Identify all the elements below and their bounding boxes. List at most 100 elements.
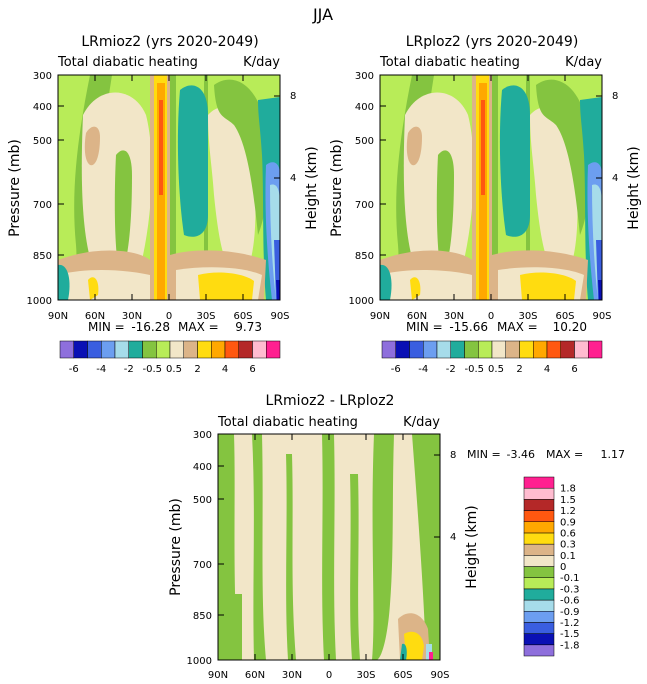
stats: MIN = -16.28 MAX = 9.73 bbox=[88, 320, 262, 334]
max-label: MAX = bbox=[546, 448, 583, 461]
colorbar-label: 0 bbox=[560, 562, 566, 573]
colorbar-swatch bbox=[395, 340, 410, 359]
y-right-axis-label: Height (km) bbox=[464, 505, 480, 588]
min-label: MIN = bbox=[406, 320, 443, 334]
colorbar-swatch bbox=[169, 340, 184, 359]
colorbar-swatch bbox=[450, 340, 465, 359]
x-tick-label: 90N bbox=[370, 311, 390, 322]
y-tick-label: 850 bbox=[193, 611, 212, 622]
figure-title: JJA bbox=[312, 5, 333, 24]
colorbar-label: -0.3 bbox=[560, 584, 580, 595]
x-ticks: 90N 60N 30N 0 30S 60S 90S bbox=[370, 75, 612, 322]
x-tick-label: 30S bbox=[518, 311, 537, 322]
x-tick-label: 30S bbox=[196, 311, 215, 322]
colorbar-swatch bbox=[588, 340, 603, 359]
x-tick-label: 90S bbox=[270, 311, 289, 322]
colorbar-swatch bbox=[523, 510, 555, 522]
y-tick-label: 400 bbox=[355, 102, 374, 113]
colorbar-swatch bbox=[464, 340, 479, 359]
colorbar-swatch bbox=[523, 622, 555, 634]
y-right-tick-label: 8 bbox=[450, 450, 456, 461]
colorbar-swatch bbox=[523, 476, 555, 489]
x-tick-label: 30N bbox=[122, 311, 142, 322]
panel-title: LRploz2 (yrs 2020-2049) bbox=[406, 34, 579, 50]
colorbar-label: 0.6 bbox=[560, 528, 576, 539]
colorbar-swatch bbox=[436, 340, 451, 359]
y-tick-label: 1000 bbox=[27, 296, 52, 307]
colorbar-label: -6 bbox=[391, 364, 401, 375]
colorbar-swatch bbox=[114, 340, 129, 359]
y-ticks: 300 400 500 700 850 1000 8 4 bbox=[187, 430, 457, 667]
colorbar-swatch bbox=[423, 340, 438, 359]
colorbar-label: -0.6 bbox=[560, 596, 580, 607]
colorbar-swatch bbox=[523, 588, 555, 601]
y-right-tick-label: 4 bbox=[612, 173, 618, 184]
y-right-tick-label: 8 bbox=[290, 91, 296, 102]
min-label: MIN = bbox=[467, 448, 501, 461]
x-tick-label: 60S bbox=[555, 311, 574, 322]
colorbar-label: -1.5 bbox=[560, 629, 580, 640]
x-tick-label: 60N bbox=[85, 311, 105, 322]
colorbar-swatch bbox=[574, 340, 589, 359]
x-tick-label: 60S bbox=[233, 311, 252, 322]
y-tick-label: 500 bbox=[33, 136, 52, 147]
colorbar-swatch bbox=[197, 340, 212, 359]
colorbar-swatch bbox=[409, 340, 424, 359]
x-tick-label: 0 bbox=[166, 311, 172, 322]
colorbar-swatch bbox=[505, 340, 520, 359]
y-tick-label: 300 bbox=[33, 71, 52, 82]
colorbar-swatch bbox=[252, 340, 267, 359]
colorbar-label: 2 bbox=[194, 364, 200, 375]
max-label: MAX = bbox=[178, 320, 219, 334]
y-axis-label: Pressure (mb) bbox=[329, 139, 345, 237]
y-right-tick-label: 4 bbox=[290, 173, 296, 184]
colorbar-label: -2 bbox=[446, 364, 456, 375]
colorbar-swatch bbox=[560, 340, 575, 359]
colorbar-swatch bbox=[523, 599, 555, 612]
heatmap-field bbox=[380, 75, 602, 300]
x-tick-label: 60N bbox=[245, 670, 265, 681]
colorbar-swatch bbox=[523, 566, 555, 578]
colorbar-label: 1.5 bbox=[560, 495, 576, 506]
colorbar-label: -2 bbox=[124, 364, 134, 375]
panel-title: LRmioz2 - LRploz2 bbox=[266, 393, 395, 409]
stats: MIN = -3.46 MAX = 1.17 bbox=[467, 448, 625, 461]
colorbar-swatch bbox=[523, 532, 555, 545]
colorbar-swatch bbox=[523, 644, 555, 657]
heatmap-field bbox=[58, 75, 280, 300]
panel-subtitle-left: Total diabatic heating bbox=[57, 55, 198, 70]
panel-subtitle-right: K/day bbox=[565, 55, 602, 70]
colorbar-label: 4 bbox=[222, 364, 228, 375]
colorbar-swatch bbox=[73, 340, 88, 359]
y-tick-label: 1000 bbox=[187, 656, 212, 667]
y-ticks: 300 400 500 700 850 1000 8 4 bbox=[349, 71, 619, 307]
min-value: -16.28 bbox=[131, 320, 170, 334]
x-tick-label: 60S bbox=[393, 670, 412, 681]
colorbar-swatch bbox=[491, 340, 506, 359]
colorbar-label: -0.5 bbox=[464, 364, 484, 375]
panel-title: LRmioz2 (yrs 2020-2049) bbox=[81, 34, 258, 50]
colorbar-swatch bbox=[523, 499, 555, 511]
x-tick-label: 90N bbox=[48, 311, 68, 322]
colorbar-swatch bbox=[266, 340, 281, 359]
colorbar-label: 0.5 bbox=[166, 364, 182, 375]
y-right-axis-label: Height (km) bbox=[626, 146, 642, 229]
panel-2: LRploz2 (yrs 2020-2049) Total diabatic h… bbox=[329, 34, 642, 375]
colorbar-label: -4 bbox=[418, 364, 428, 375]
x-tick-label: 0 bbox=[326, 670, 332, 681]
y-tick-label: 300 bbox=[193, 430, 212, 441]
colorbar-label: 6 bbox=[249, 364, 255, 375]
colorbar-swatch bbox=[523, 521, 555, 534]
x-tick-label: 30S bbox=[356, 670, 375, 681]
colorbar-swatch bbox=[87, 340, 102, 359]
colorbar-label: 1.2 bbox=[560, 506, 576, 517]
colorbar-label: -0.9 bbox=[560, 607, 580, 618]
min-value: -15.66 bbox=[449, 320, 488, 334]
colorbar-swatch bbox=[533, 340, 548, 359]
y-right-tick-label: 4 bbox=[450, 532, 456, 543]
panel-subtitle-left: Total diabatic heating bbox=[217, 415, 358, 430]
colorbar-swatch bbox=[142, 340, 157, 359]
colorbar-label: 0.1 bbox=[560, 551, 576, 562]
colorbar-swatch bbox=[519, 340, 534, 359]
